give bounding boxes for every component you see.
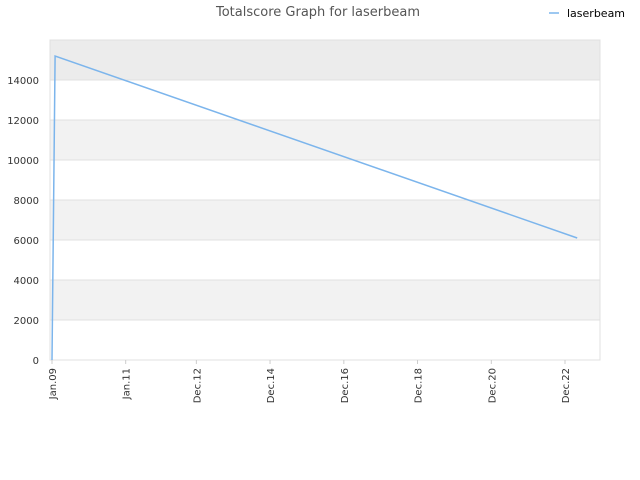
y-axis-ticks: 0 2000 4000 6000 8000 10000 12000 14000: [7, 76, 39, 367]
plot-band: [50, 160, 600, 200]
series-layer: [51, 54, 578, 361]
plot-band: [50, 280, 600, 320]
x-tick-label: Dec.18: [414, 368, 425, 403]
legend[interactable]: laserbeam: [549, 7, 625, 20]
y-tick-label: 2000: [14, 316, 39, 327]
y-tick-label: 12000: [7, 116, 39, 127]
y-tick-label: 4000: [14, 276, 39, 287]
gridlines: [49, 39, 601, 361]
chart-title: Totalscore Graph for laserbeam: [215, 5, 420, 20]
y-tick-label: 6000: [14, 236, 39, 247]
plot-band: [50, 200, 600, 240]
plot-band: [50, 120, 600, 160]
x-tick-label: Dec.22: [561, 368, 572, 403]
series-line-laserbeam: [51, 54, 578, 361]
x-tick-label: Dec.16: [340, 368, 351, 403]
plot-band: [50, 240, 600, 280]
y-tick-label: 8000: [14, 196, 39, 207]
x-tick-label: Dec.14: [266, 368, 277, 403]
plot-background: [50, 40, 600, 360]
x-tick-label: Jan.09: [48, 368, 59, 400]
plot-band: [50, 40, 600, 80]
x-tick-label: Jan.11: [122, 368, 133, 400]
x-axis-ticks: Jan.09 Jan.11 Dec.12 Dec.14 Dec.16 Dec.18 Dec.…: [48, 360, 572, 403]
legend-label: laserbeam: [567, 7, 625, 20]
y-tick-label: 0: [33, 356, 39, 367]
y-tick-label: 10000: [7, 156, 39, 167]
plot-band: [50, 320, 600, 360]
plot-border: [49, 39, 601, 361]
x-tick-label: Dec.12: [192, 368, 203, 403]
plot-band: [50, 80, 600, 120]
y-tick-label: 14000: [7, 76, 39, 87]
x-tick-label: Dec.20: [487, 368, 498, 403]
